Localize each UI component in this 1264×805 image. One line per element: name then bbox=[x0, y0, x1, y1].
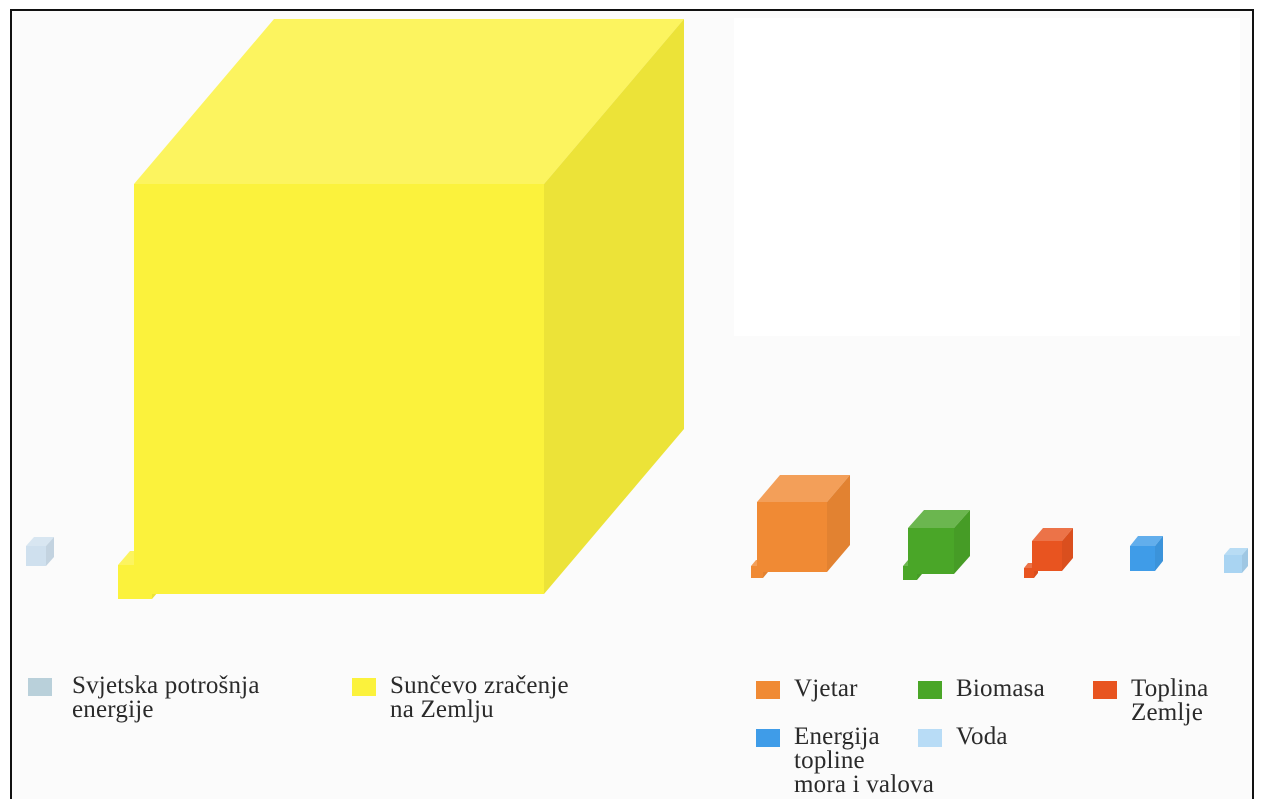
cube-side-face bbox=[954, 510, 970, 574]
legend-label: Toplina Zemlje bbox=[1131, 675, 1209, 726]
cube-side-face bbox=[544, 19, 684, 594]
cube-front-face bbox=[26, 546, 46, 566]
cube-side-face bbox=[827, 475, 850, 572]
legend-item-ocean-energy: Energija topline mora i valova bbox=[756, 723, 935, 798]
cube-world-consumption bbox=[26, 537, 54, 566]
legend-label: Sunčevo zračenje na Zemlju bbox=[390, 672, 569, 723]
legend-label: Svjetska potrošnja energije bbox=[72, 672, 260, 723]
legend-label: Energija topline mora i valova bbox=[794, 723, 935, 798]
legend-item-wind: Vjetar bbox=[756, 675, 858, 702]
cube-top-face bbox=[1130, 536, 1163, 546]
legend-swatch bbox=[756, 681, 780, 699]
blank-panel bbox=[734, 18, 1240, 336]
cube-top-face bbox=[26, 537, 54, 546]
cube-front-face bbox=[757, 502, 827, 572]
cube-solar-radiation bbox=[134, 19, 684, 594]
cube-front-face bbox=[908, 528, 954, 574]
cube-ocean bbox=[1130, 536, 1163, 571]
cube-front-face bbox=[134, 184, 544, 594]
cube-side-face bbox=[1155, 536, 1163, 571]
cube-top-face bbox=[134, 19, 684, 184]
cube-front-face bbox=[1024, 568, 1034, 578]
legend-swatch bbox=[28, 678, 52, 696]
legend-label: Voda bbox=[956, 723, 1008, 750]
legend-swatch bbox=[352, 678, 376, 696]
legend-item-solar-radiation: Sunčevo zračenje na Zemlju bbox=[352, 672, 569, 723]
cube-top-face bbox=[757, 475, 850, 502]
cube-side-face bbox=[1062, 528, 1073, 571]
legend-item-biomass: Biomasa bbox=[918, 675, 1045, 702]
cube-top-face bbox=[908, 510, 970, 528]
cube-side-face bbox=[1242, 548, 1248, 573]
legend-item-geothermal: Toplina Zemlje bbox=[1093, 675, 1209, 726]
cube-front-face bbox=[1224, 555, 1242, 573]
cube-front-face bbox=[1032, 541, 1062, 571]
legend-swatch bbox=[756, 729, 780, 747]
legend-label: Vjetar bbox=[794, 675, 858, 702]
cube-wind bbox=[757, 475, 850, 572]
legend-swatch bbox=[1093, 681, 1117, 699]
legend-item-world-consumption: Svjetska potrošnja energije bbox=[28, 672, 260, 723]
cube-front-face bbox=[1130, 546, 1155, 571]
cube-water bbox=[1224, 548, 1248, 573]
cube-top-face bbox=[1224, 548, 1248, 555]
legend-swatch bbox=[918, 729, 942, 747]
cube-biomass bbox=[908, 510, 970, 574]
cube-top-face bbox=[1032, 528, 1073, 541]
legend-swatch bbox=[918, 681, 942, 699]
cube-side-face bbox=[46, 537, 54, 566]
legend-item-water: Voda bbox=[918, 723, 1008, 750]
legend-label: Biomasa bbox=[956, 675, 1045, 702]
cube-geothermal bbox=[1032, 528, 1073, 571]
